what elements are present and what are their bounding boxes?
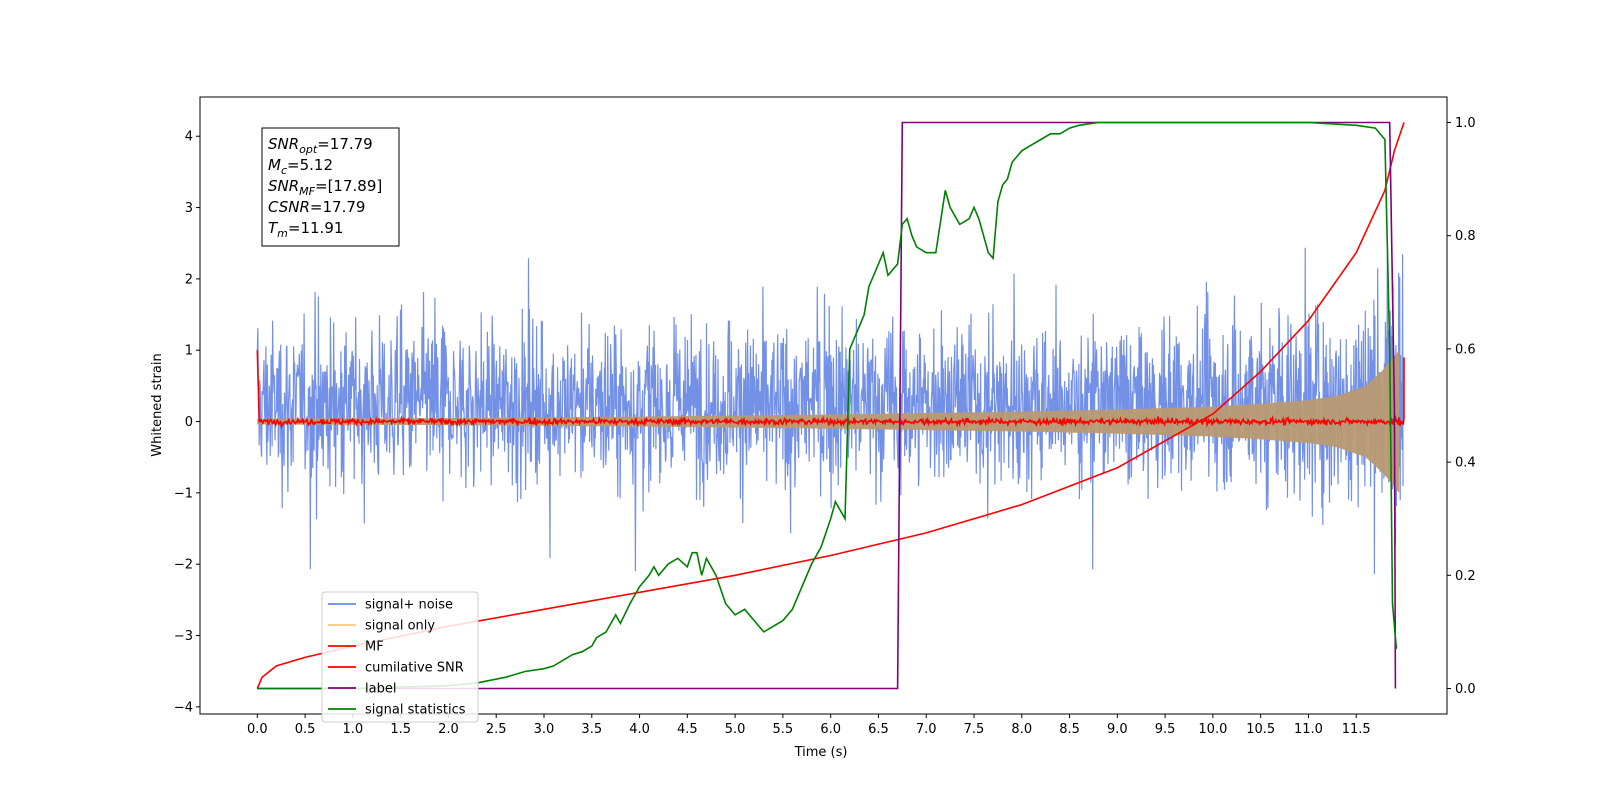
- y2-tick-label: 1.0: [1455, 116, 1476, 131]
- y-tick-label: −2: [174, 558, 193, 573]
- x-tick-label: 3.0: [534, 722, 555, 737]
- x-tick-label: 11.0: [1294, 722, 1323, 737]
- x-tick-label: 5.5: [773, 722, 794, 737]
- x-tick-label: 8.0: [1011, 722, 1032, 737]
- legend-label: label: [365, 682, 396, 697]
- x-tick-label: 6.5: [868, 722, 889, 737]
- legend-label: signal statistics: [365, 703, 466, 718]
- x-tick-label: 9.5: [1155, 722, 1176, 737]
- x-tick-label: 3.5: [581, 722, 602, 737]
- x-tick-label: 6.0: [820, 722, 841, 737]
- x-tick-label: 8.5: [1059, 722, 1080, 737]
- x-tick-label: 10.5: [1246, 722, 1275, 737]
- series-signal-statistics-line: [257, 121, 1398, 690]
- x-tick-label: 4.0: [629, 722, 650, 737]
- y-tick-label: 1: [185, 344, 193, 359]
- legend-label: MF: [365, 640, 384, 655]
- info-box-frame: [261, 127, 400, 247]
- y-tick-label: −3: [174, 629, 193, 644]
- y-tick-label: 0: [185, 415, 193, 430]
- info-box-line: Mc=5.12: [268, 156, 333, 177]
- x-axis-label: Time (s): [794, 745, 848, 760]
- legend-label: signal only: [365, 619, 435, 634]
- y2-tick-label: 0.4: [1455, 456, 1476, 471]
- series-cumulative-snr-line: [256, 122, 1405, 689]
- y2-tick-label: 0.2: [1455, 569, 1476, 584]
- info-box-line: SNRMF=[17.89]: [268, 177, 382, 198]
- axes: 0.0 0.5 1.0 1.5 2.0 2.5 3.0 3.5 4.0 4.5 5.0 5.5 6.0 6…: [174, 116, 1476, 737]
- y2-tick-label: 0.0: [1455, 682, 1476, 697]
- series-mf-line: [256, 350, 1405, 430]
- plot-area: [256, 121, 1405, 690]
- x-tick-label: 0.0: [247, 722, 268, 737]
- y2-tick-label: 0.6: [1455, 342, 1476, 357]
- y-axis-label: Whitened strain: [150, 353, 165, 456]
- x-tick-label: 0.5: [295, 722, 316, 737]
- x-tick-label: 2.0: [438, 722, 459, 737]
- y-tick-label: −4: [174, 700, 193, 715]
- y2-tick-label: 0.8: [1455, 229, 1476, 244]
- x-tick-label: 5.0: [725, 722, 746, 737]
- info-box: SNRopt=17.79Mc=5.12SNRMF=[17.89]CSNR=17.…: [261, 127, 400, 247]
- y-tick-label: 4: [185, 130, 193, 145]
- x-tick-label: 10.0: [1198, 722, 1227, 737]
- legend-frame: [321, 591, 479, 723]
- legend-label: signal+ noise: [365, 598, 453, 613]
- y-tick-label: 3: [185, 201, 193, 216]
- x-tick-label: 2.5: [486, 722, 507, 737]
- info-box-line: CSNR=17.79: [268, 198, 365, 216]
- x-tick-label: 7.0: [916, 722, 937, 737]
- x-tick-label: 4.5: [677, 722, 698, 737]
- x-tick-label: 9.0: [1107, 722, 1128, 737]
- legend: signal+ noise signal only MF cumilative SNR…: [321, 591, 479, 723]
- x-tick-label: 1.5: [390, 722, 411, 737]
- y-tick-label: 2: [185, 272, 193, 287]
- x-tick-label: 1.0: [343, 722, 364, 737]
- y-tick-label: −1: [174, 486, 193, 501]
- x-tick-label: 7.5: [964, 722, 985, 737]
- legend-label: cumilative SNR: [365, 661, 464, 676]
- info-box-line: SNRopt=17.79: [268, 135, 373, 156]
- axes-frame: [199, 96, 1448, 715]
- x-tick-label: 11.5: [1342, 722, 1371, 737]
- series-signal-noise-line: [256, 247, 1404, 575]
- info-box-line: Tm=11.91: [268, 219, 343, 240]
